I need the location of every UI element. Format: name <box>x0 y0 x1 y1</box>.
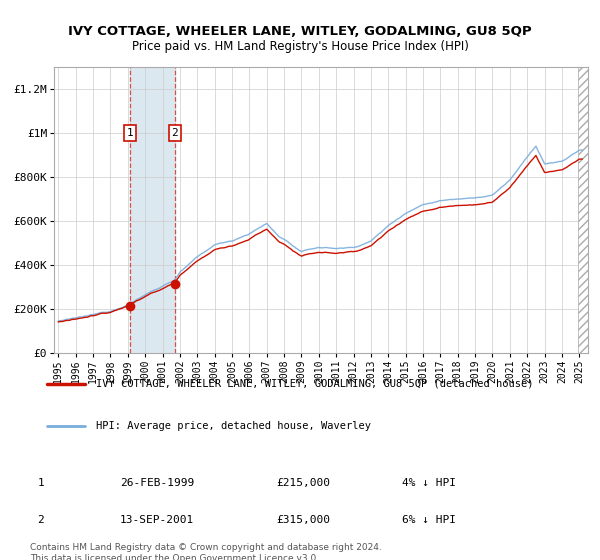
Text: Contains HM Land Registry data © Crown copyright and database right 2024.
This d: Contains HM Land Registry data © Crown c… <box>30 543 382 560</box>
Text: 1: 1 <box>37 478 44 488</box>
Bar <box>130 67 175 353</box>
Text: 1: 1 <box>127 128 133 138</box>
Text: 6% ↓ HPI: 6% ↓ HPI <box>402 515 456 525</box>
Text: 26-FEB-1999: 26-FEB-1999 <box>120 478 194 488</box>
Bar <box>578 67 588 353</box>
Text: 13-SEP-2001: 13-SEP-2001 <box>120 515 194 525</box>
Text: IVY COTTAGE, WHEELER LANE, WITLEY, GODALMING, GU8 5QP: IVY COTTAGE, WHEELER LANE, WITLEY, GODAL… <box>68 25 532 38</box>
Text: £215,000: £215,000 <box>276 478 330 488</box>
Text: IVY COTTAGE, WHEELER LANE, WITLEY, GODALMING, GU8 5QP (detached house): IVY COTTAGE, WHEELER LANE, WITLEY, GODAL… <box>96 379 534 389</box>
Text: 4% ↓ HPI: 4% ↓ HPI <box>402 478 456 488</box>
Text: 2: 2 <box>172 128 178 138</box>
Text: HPI: Average price, detached house, Waverley: HPI: Average price, detached house, Wave… <box>96 421 371 431</box>
Text: Price paid vs. HM Land Registry's House Price Index (HPI): Price paid vs. HM Land Registry's House … <box>131 40 469 53</box>
Text: £315,000: £315,000 <box>276 515 330 525</box>
Text: 2: 2 <box>37 515 44 525</box>
